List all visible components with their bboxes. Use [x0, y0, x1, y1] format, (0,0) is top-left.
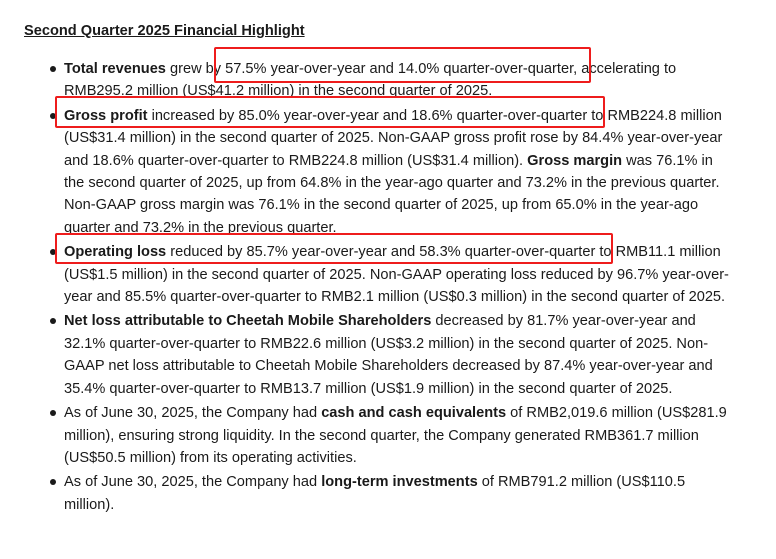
highlight-operating-loss: Operating loss reduced by 85.7% year-ove… — [50, 241, 729, 308]
highlight-total-revenues: Total revenues grew by 57.5% year-over-y… — [50, 58, 729, 103]
body-text: of RMB791.2 million (US$110.5 million). — [64, 474, 686, 513]
section-title: Second Quarter 2025 Financial Highlight — [24, 23, 305, 39]
body-text: grew by 57.5% year-over-year and 14.0% q… — [64, 61, 677, 100]
term-operating-loss: Operating loss — [64, 244, 167, 261]
body-text: of RMB2,019.6 million (US$281.9 million)… — [64, 405, 727, 466]
body-text: decreased by 81.7% year-over-year and 32… — [64, 313, 713, 397]
lead-text: As of June 30, 2025, the Company had — [64, 405, 322, 422]
term-gross-margin: Gross margin — [527, 152, 623, 169]
highlight-net-loss: Net loss attributable to Cheetah Mobile … — [50, 310, 729, 400]
body-text-2: was 76.1% in the second quarter of 2025,… — [64, 152, 720, 236]
term-total-revenues: Total revenues — [64, 61, 166, 77]
term-cash: cash and cash equivalents — [321, 405, 507, 422]
clipped-previous-line: ... ... ... ... — [0, 0, 776, 4]
body-text: reduced by 85.7% year-over-year and 58.3… — [64, 244, 729, 306]
body-text: increased by 85.0% year-over-year and 18… — [64, 107, 723, 169]
lead-text: As of June 30, 2025, the Company had — [64, 474, 322, 491]
term-long-term-investments: long-term investments — [321, 474, 478, 491]
term-net-loss: Net loss attributable to Cheetah Mobile … — [64, 313, 432, 330]
highlight-cash: As of June 30, 2025, the Company had cas… — [50, 402, 729, 469]
term-gross-profit: Gross profit — [64, 107, 148, 124]
highlight-long-term-investments: As of June 30, 2025, the Company had lon… — [50, 471, 729, 516]
highlight-gross-profit: Gross profit increased by 85.0% year-ove… — [50, 105, 729, 239]
highlights-list: Total revenues grew by 57.5% year-over-y… — [50, 58, 729, 518]
